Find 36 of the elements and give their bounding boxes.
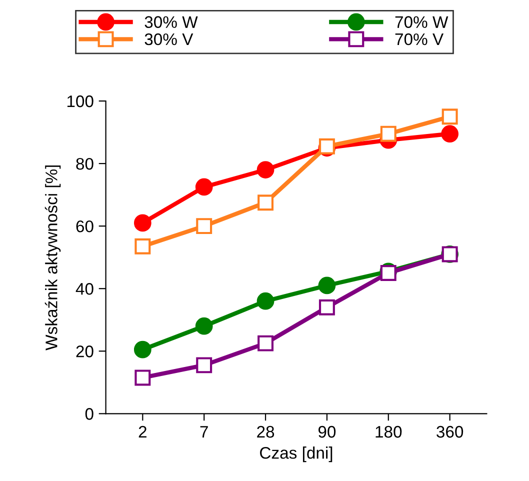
y-tick-label: 80 bbox=[76, 158, 94, 170]
point bbox=[256, 292, 274, 310]
x-tick-label: 360 bbox=[436, 426, 464, 438]
y-tick-label: 40 bbox=[76, 283, 94, 295]
point bbox=[134, 214, 152, 232]
x-tick-label: 90 bbox=[318, 426, 336, 438]
y-axis-title: Wskaźnik aktywności [%] bbox=[44, 165, 61, 350]
point bbox=[318, 276, 336, 294]
point bbox=[258, 335, 274, 352]
point bbox=[441, 125, 459, 143]
x-tick-label: 28 bbox=[257, 426, 274, 438]
y-tick-label: 20 bbox=[76, 346, 94, 358]
point bbox=[134, 238, 151, 254]
x-tick-label: 180 bbox=[376, 426, 402, 438]
legend-label: 30% W bbox=[144, 16, 198, 28]
point bbox=[256, 161, 274, 178]
point bbox=[195, 317, 213, 335]
y-tick-label: 100 bbox=[67, 95, 94, 108]
legend-label: 30% V bbox=[144, 33, 194, 46]
x-axis-title: Czas [dni] bbox=[260, 446, 332, 462]
point bbox=[134, 340, 152, 358]
point bbox=[318, 138, 335, 154]
y-tick-label: 60 bbox=[76, 220, 94, 232]
point bbox=[442, 108, 458, 125]
legend-label: 70% W bbox=[395, 16, 448, 28]
point bbox=[196, 218, 212, 234]
point bbox=[380, 126, 396, 142]
point bbox=[318, 299, 335, 316]
legend-label: 70% V bbox=[395, 33, 444, 46]
y-tick-label: 0 bbox=[85, 408, 94, 420]
point bbox=[196, 357, 212, 374]
point bbox=[134, 370, 151, 386]
point bbox=[258, 194, 274, 211]
x-tick-label: 2 bbox=[138, 426, 146, 438]
x-tick-label: 7 bbox=[200, 426, 208, 438]
point bbox=[195, 178, 213, 196]
